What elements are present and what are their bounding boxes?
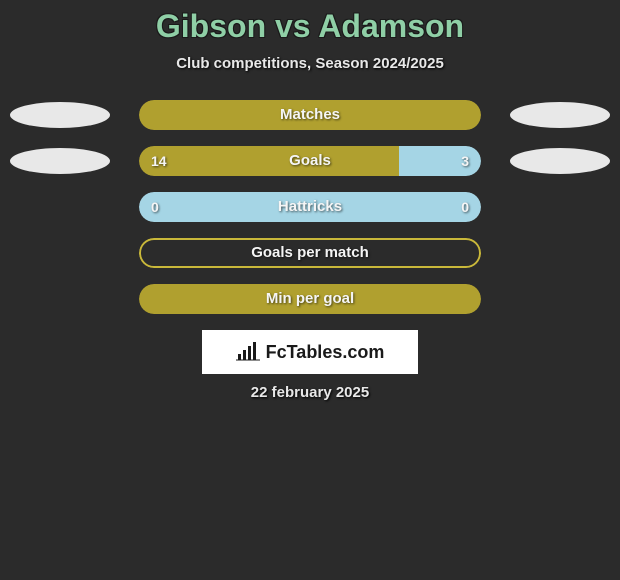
stat-row: Matches xyxy=(0,100,620,130)
stat-bar: Goals14 3 xyxy=(139,146,481,176)
right-ellipse xyxy=(510,102,610,128)
left-ellipse xyxy=(10,148,110,174)
stat-value-right: 3 xyxy=(461,146,469,176)
stat-row: Hattricks0 0 xyxy=(0,192,620,222)
stat-row: Min per goal xyxy=(0,284,620,314)
stat-label: Min per goal xyxy=(139,284,481,314)
stat-bar: Min per goal xyxy=(139,284,481,314)
comparison-infographic: Gibson vs Adamson Club competitions, Sea… xyxy=(0,0,620,580)
stat-bar: Hattricks0 0 xyxy=(139,192,481,222)
stat-row: Goals per match xyxy=(0,238,620,268)
date: 22 february 2025 xyxy=(0,384,620,401)
logo-text: FcTables.com xyxy=(266,342,385,363)
logo: FcTables.com xyxy=(236,342,385,363)
stat-label: Matches xyxy=(139,100,481,130)
subtitle: Club competitions, Season 2024/2025 xyxy=(0,55,620,72)
stat-rows: Matches Goals14 3 Hattricks0 0 Goals per matc… xyxy=(0,100,620,314)
stat-row: Goals14 3 xyxy=(0,146,620,176)
stat-value-right: 0 xyxy=(461,192,469,222)
stat-bar: Goals per match xyxy=(139,238,481,268)
stat-label: Goals per match xyxy=(139,238,481,268)
stat-value-left: 14 xyxy=(151,146,167,176)
bar-chart-icon xyxy=(236,342,260,362)
stat-bar: Matches xyxy=(139,100,481,130)
right-ellipse xyxy=(510,148,610,174)
stat-label: Hattricks xyxy=(139,192,481,222)
stat-label: Goals xyxy=(139,146,481,176)
logo-box: FcTables.com xyxy=(202,330,418,374)
page-title: Gibson vs Adamson xyxy=(0,8,620,45)
left-ellipse xyxy=(10,102,110,128)
stat-value-left: 0 xyxy=(151,192,159,222)
